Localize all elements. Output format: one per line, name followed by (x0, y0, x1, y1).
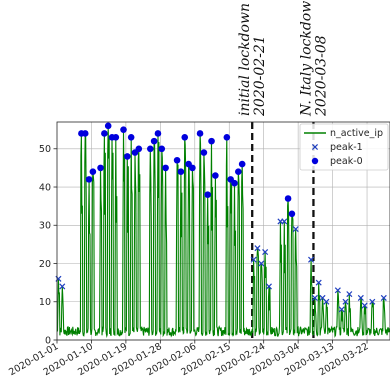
peak-1-marker (361, 302, 368, 309)
y-tick-label: 0 (45, 335, 51, 346)
lockdown-date-label: 2020-03-08 (313, 35, 329, 117)
peak-0-marker (135, 145, 143, 153)
peak-0-marker (154, 130, 162, 137)
peak-1-marker (59, 283, 66, 290)
peak-1-stroke (258, 260, 265, 267)
peak-0-marker (235, 168, 242, 176)
peak-0-marker (200, 149, 208, 156)
peak-0-marker (288, 210, 296, 218)
y-tick-label: 50 (39, 144, 51, 155)
peak-0-marker (158, 145, 166, 153)
peak-0-marker (85, 176, 93, 183)
peak-0-marker (81, 130, 89, 137)
peak-0-marker (104, 122, 112, 130)
lockdown-name-label: initial lockdown (237, 3, 253, 116)
peak-1-marker (308, 256, 315, 263)
peak-0-marker (162, 164, 169, 172)
y-tick-label: 20 (39, 259, 51, 270)
legend-peak-0-label: peak-0 (330, 156, 363, 167)
peak-0-marker (212, 172, 219, 179)
peak-1-marker (254, 245, 261, 252)
peak-1-stroke (361, 302, 368, 309)
peak-0-marker (204, 191, 212, 198)
plot-frame (56, 121, 390, 341)
peak-1-stroke (250, 256, 257, 263)
n-active-ip-line (56, 125, 390, 338)
peak-0-marker (124, 153, 131, 160)
legend-peak-1-label: peak-1 (330, 142, 363, 153)
peak-0-marker (146, 145, 154, 153)
peak-1-marker (262, 249, 269, 256)
peak-1-marker (346, 291, 353, 298)
peak-0-marker (196, 130, 204, 137)
y-tick-label: 30 (39, 221, 51, 232)
peak-0-marker (89, 168, 97, 176)
peak-0-marker (120, 126, 127, 133)
peak-0-marker (181, 133, 189, 141)
peak-1-marker (334, 287, 341, 294)
peak-1-stroke (380, 294, 387, 301)
peak-0-marker (150, 137, 158, 145)
y-tick-label: 40 (39, 182, 51, 193)
peak-1-stroke (265, 283, 272, 290)
peak-1-marker (265, 283, 272, 290)
y-axis-ticks: 0 10 20 30 40 50 (39, 144, 57, 346)
peak-0-marker (97, 164, 104, 172)
peak-0-marker (127, 133, 135, 141)
peak-0-markers (78, 122, 296, 218)
peak-1-marker (338, 306, 345, 313)
legend-x-stroke (311, 143, 319, 151)
peak-1-marker (281, 218, 288, 225)
peak-1-stroke (262, 249, 269, 256)
peak-1-marker (250, 256, 257, 263)
peak-0-marker (284, 195, 292, 202)
peak-1-stroke (319, 294, 326, 301)
peak-1-stroke (308, 256, 315, 263)
peak-1-marker (380, 294, 387, 301)
peak-0-marker (208, 137, 215, 145)
peak-1-stroke (315, 279, 322, 286)
peak-0-marker (101, 130, 108, 137)
peak-1-stroke (59, 283, 66, 290)
peak-0-marker (173, 156, 181, 164)
peak-1-marker (315, 279, 322, 286)
y-tick-label: 10 (39, 297, 51, 308)
peak-1-stroke (338, 306, 345, 313)
peak-1-stroke (311, 294, 318, 301)
x-axis-ticks: 2020-01-012020-01-102020-01-192020-01-28… (7, 340, 371, 378)
lockdown-date-label: 2020-02-21 (252, 35, 268, 117)
peak-1-stroke (346, 291, 353, 298)
legend-peak-0-sample (311, 157, 319, 165)
peak-1-marker (357, 294, 364, 301)
lockdown-name-label: N. Italy lockdown (298, 0, 314, 117)
legend-box (299, 123, 389, 171)
peak-0-marker (223, 133, 231, 141)
legend: n_active_ip peak-1 peak-0 (299, 123, 389, 171)
peak-1-marker (342, 298, 349, 305)
lockdown-labels: initial lockdown 2020-02-21 N. Italy lockd… (237, 0, 329, 117)
peak-1-marker (258, 260, 265, 267)
legend-peak-1-sample (311, 143, 319, 151)
peak-1-stroke (357, 294, 364, 301)
peak-0-marker (238, 160, 246, 168)
peak-0-marker (231, 179, 238, 187)
peak-1-stroke (342, 298, 349, 305)
peak-1-stroke (334, 287, 341, 294)
peak-1-stroke (292, 226, 299, 233)
peak-1-marker (323, 298, 330, 305)
peak-0-marker (189, 164, 196, 172)
peak-1-marker (292, 226, 299, 233)
peak-1-stroke (281, 218, 288, 225)
peak-1-marker (311, 294, 318, 301)
legend-n-active-ip-label: n_active_ip (330, 128, 383, 139)
peak-1-stroke (254, 245, 261, 252)
peak-1-marker (369, 298, 376, 305)
peak-1-stroke (369, 298, 376, 305)
peak-0-marker (112, 133, 120, 141)
peak-1-stroke (323, 298, 330, 305)
peak-0-marker (177, 168, 185, 176)
